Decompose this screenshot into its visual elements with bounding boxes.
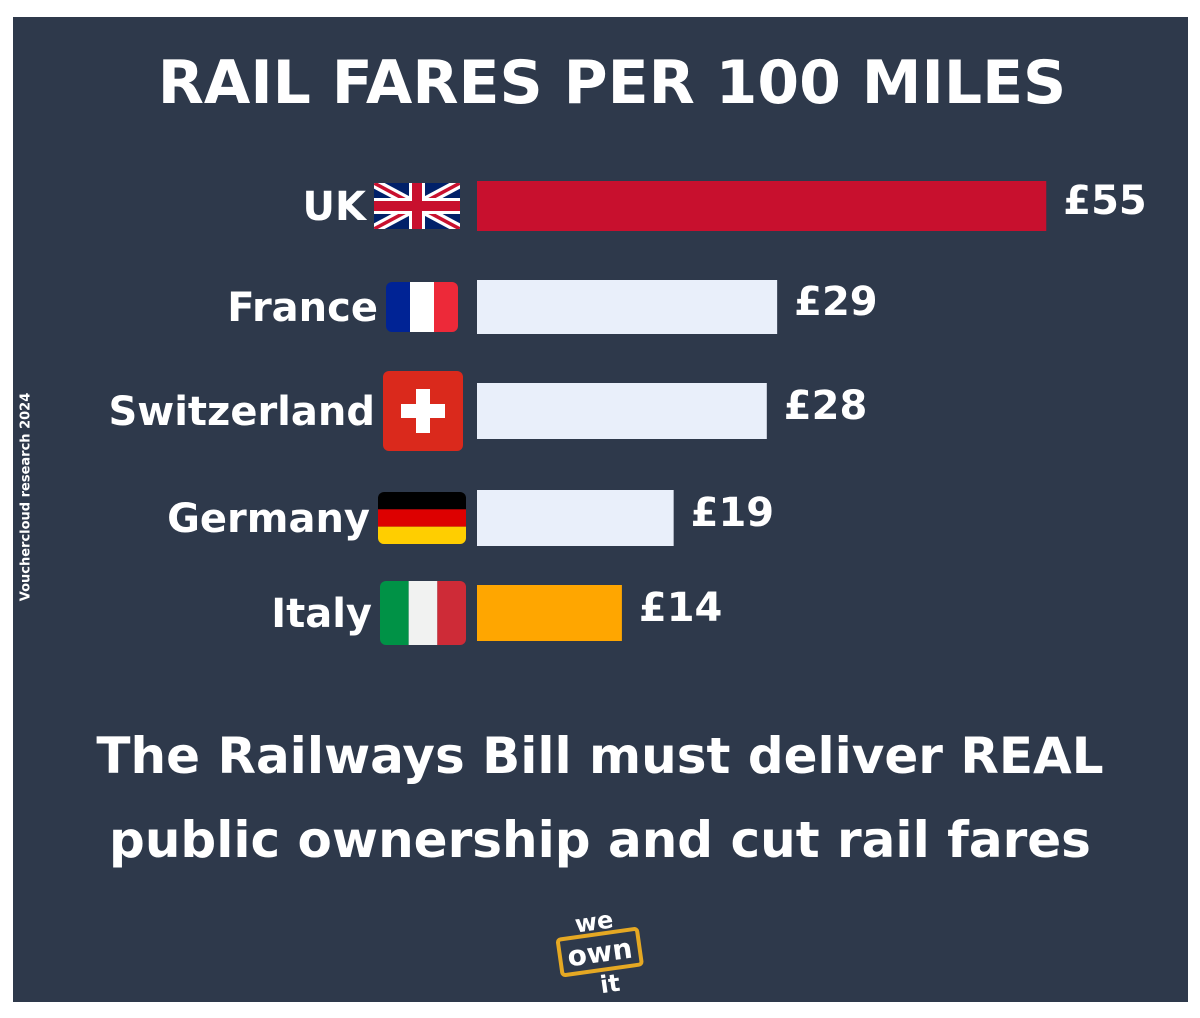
slogan-line-2: public ownership and cut rail fares — [109, 811, 1091, 869]
slogan: The Railways Bill must deliver REAL publ… — [0, 714, 1200, 882]
switzerland-flag-icon — [383, 371, 463, 451]
slogan-line-1: The Railways Bill must deliver REAL — [96, 727, 1104, 785]
logo-box — [555, 927, 644, 978]
bar-uk — [477, 181, 1047, 231]
france-flag-icon — [386, 282, 458, 332]
italy-flag-icon — [380, 581, 466, 645]
value-label-france: £29 — [794, 279, 878, 325]
category-label-uk: UK — [303, 184, 368, 230]
category-label-switzerland: Switzerland — [108, 389, 375, 435]
category-label-italy: Italy — [271, 591, 372, 637]
bar-germany — [477, 490, 674, 546]
category-label-france: France — [227, 285, 378, 331]
bar-france — [477, 280, 778, 334]
we-own-it-logo: we own it — [555, 905, 644, 998]
logo-word-it: it — [598, 969, 621, 998]
value-label-italy: £14 — [639, 585, 723, 631]
value-label-switzerland: £28 — [784, 383, 868, 429]
germany-flag-icon — [378, 492, 466, 544]
value-label-uk: £55 — [1063, 178, 1147, 224]
uk-flag-icon — [374, 183, 460, 229]
bar-chart: UK £55 France £29 Switzerland £28 Germany £19 It… — [108, 178, 1147, 645]
bar-switzerland — [477, 383, 767, 439]
value-label-germany: £19 — [691, 490, 775, 536]
bar-italy — [477, 585, 622, 641]
chart-title: RAIL FARES PER 100 MILES — [157, 48, 1067, 118]
category-label-germany: Germany — [167, 496, 370, 542]
